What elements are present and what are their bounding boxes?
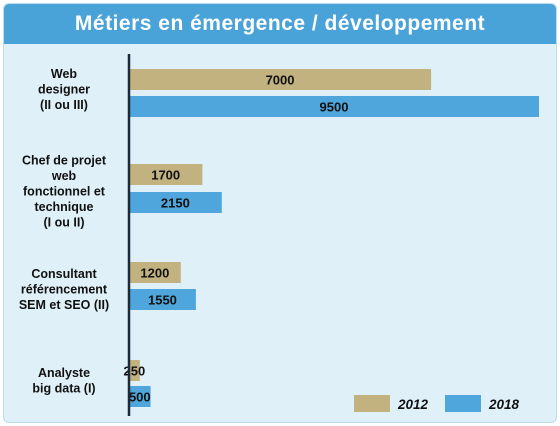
chart-frame: Métiers en émergence / développement 700… [3,3,557,423]
value-label-2012-0: 7000 [266,73,295,88]
legend-label-2018: 2018 [488,397,520,412]
bar-2012-3 [129,360,140,381]
chart-title: Métiers en émergence / développement [4,4,556,44]
value-label-2012-3: 250 [124,364,146,379]
legend-swatch-2018 [445,395,481,412]
bar-2012-0 [129,69,432,90]
bar-2018-2 [129,289,196,310]
bar-2018-1 [129,192,222,213]
value-label-2018-3: 500 [129,390,151,405]
legend-label-2012: 2012 [397,397,429,412]
value-label-2018-2: 1550 [148,293,177,308]
value-label-2012-2: 1200 [140,266,169,281]
value-label-2018-0: 9500 [320,100,349,115]
bar-2012-2 [129,262,181,283]
bar-2012-1 [129,164,203,185]
bar-chart: 7000 1700 1200 250 9500 2150 1550 500 Web designe… [19,54,539,416]
category-label-2: Consultant référencement SEM et SEO (II) [19,267,109,312]
bar-2018-3 [129,386,151,407]
value-label-2012-1: 1700 [151,168,180,183]
category-label-0: Web designer (II ou III) [38,67,90,112]
bar-2018-0 [129,96,539,117]
legend-swatch-2012 [354,395,390,412]
value-label-2018-1: 2150 [161,196,190,211]
category-label-3: Analyste big data (I) [32,366,95,396]
category-label-1: Chef de projet web fonctionnel et technique… [22,154,107,230]
